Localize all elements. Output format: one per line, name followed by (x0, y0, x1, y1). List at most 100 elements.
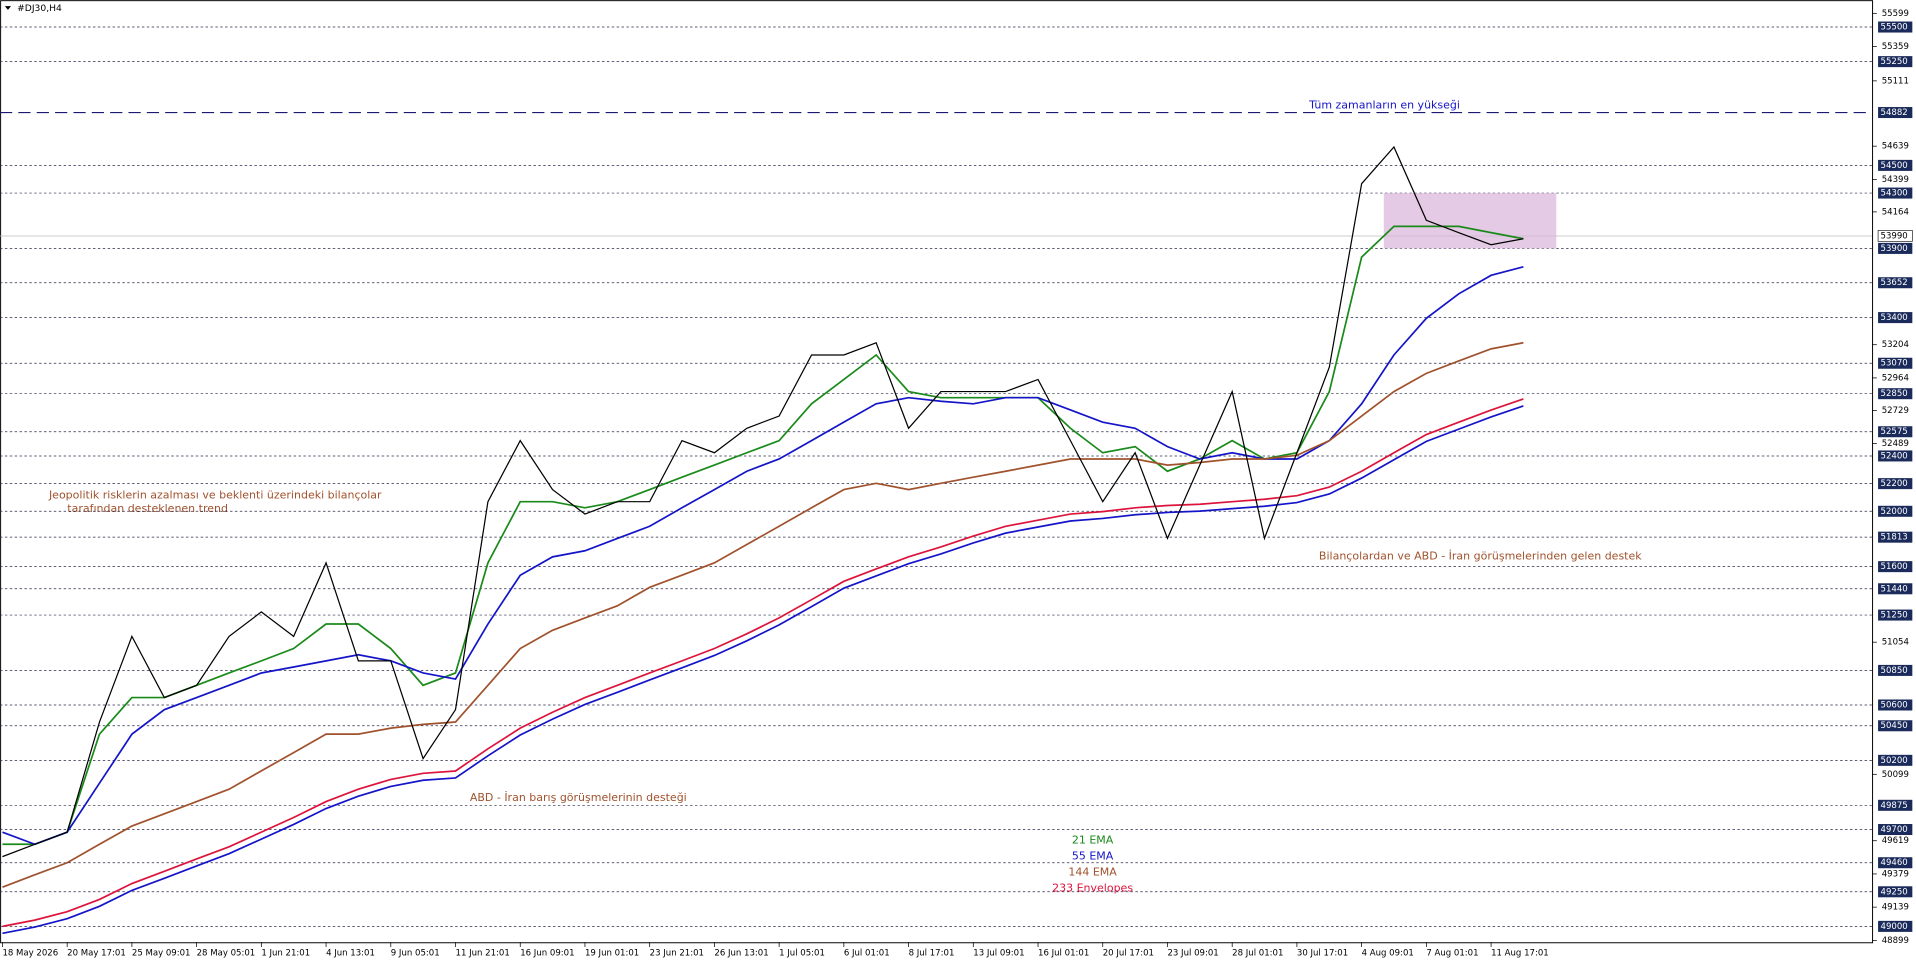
level-label-box (1878, 531, 1913, 543)
x-tick-label: 26 Jun 13:01 (714, 949, 768, 959)
level-label-box (1878, 664, 1913, 676)
level-label: 53990 (1881, 231, 1908, 241)
level-label: 49700 (1881, 825, 1908, 835)
level-label: 51440 (1881, 584, 1908, 594)
x-tick-label: 16 Jul 01:01 (1038, 949, 1089, 959)
y-tick-label: 52729 (1882, 406, 1909, 416)
x-tick-label: 8 Jul 17:01 (909, 949, 955, 959)
level-label-box (1878, 450, 1913, 462)
y-tick-label: 55359 (1882, 42, 1909, 52)
level-label-box (1878, 277, 1913, 289)
level-label-box (1878, 357, 1913, 369)
annotation: Tüm zamanların en yükseği (1308, 98, 1460, 111)
level-label-box (1878, 720, 1913, 732)
level-label: 55250 (1881, 57, 1908, 67)
x-tick-label: 18 May 2026 (2, 949, 58, 959)
level-label: 50200 (1881, 756, 1908, 766)
x-tick-label: 1 Jun 21:01 (261, 949, 310, 959)
menu-arrow[interactable] (4, 6, 12, 10)
level-label-box (1878, 699, 1913, 711)
chart-title: #DJ30,H4 (17, 3, 62, 14)
level-label: 54500 (1881, 161, 1908, 171)
level-label-box (1878, 242, 1913, 254)
indicator-line (2, 405, 1524, 935)
legend-entry: 21 EMA (1072, 834, 1114, 847)
y-tick-label: 52489 (1882, 439, 1909, 449)
level-label: 52200 (1881, 479, 1908, 489)
level-label-box (1878, 857, 1913, 869)
level-label: 50450 (1881, 721, 1908, 731)
level-label: 54882 (1881, 108, 1908, 118)
level-label: 50850 (1881, 666, 1908, 676)
x-tick-label: 11 Aug 17:01 (1491, 949, 1549, 959)
y-tick-label: 54639 (1882, 142, 1909, 152)
y-tick-label: 51054 (1882, 638, 1909, 648)
x-tick-label: 1 Jul 05:01 (779, 949, 825, 959)
level-label-box (1878, 388, 1913, 400)
level-label: 51600 (1881, 562, 1908, 572)
y-tick-label: 49619 (1882, 836, 1909, 846)
level-label-box (1877, 230, 1913, 242)
level-label-box (1878, 505, 1913, 517)
annotation: ABD - İran barış görüşmelerinin desteği (470, 791, 687, 804)
x-tick-label: 20 Jul 17:01 (1103, 949, 1154, 959)
level-label: 52400 (1881, 451, 1908, 461)
level-label-box (1878, 799, 1913, 811)
level-label: 51813 (1881, 533, 1908, 543)
level-label-box (1878, 159, 1913, 171)
x-tick-label: 23 Jun 21:01 (650, 949, 704, 959)
x-tick-label: 30 Jul 17:01 (1297, 949, 1348, 959)
y-tick-label: 54399 (1882, 175, 1909, 185)
level-label: 49000 (1881, 922, 1908, 932)
y-tick-label: 54164 (1882, 207, 1909, 217)
x-tick-label: 9 Jun 05:01 (391, 949, 440, 959)
annotation: Jeopolitik risklerin azalması ve beklent… (48, 489, 382, 502)
x-tick-label: 16 Jun 09:01 (520, 949, 574, 959)
indicator-line (2, 398, 1524, 928)
x-tick-label: 28 Jul 01:01 (1232, 949, 1283, 959)
annotation: Bilançolardan ve ABD - İran görüşmelerin… (1319, 550, 1642, 563)
x-tick-label: 13 Jul 09:01 (973, 949, 1024, 959)
y-tick-label: 50099 (1882, 770, 1909, 780)
level-label: 53652 (1881, 278, 1908, 288)
annotation: tarafından desteklenen trend (67, 502, 228, 515)
x-tick-label: 4 Aug 09:01 (1362, 949, 1414, 959)
indicator-line (2, 341, 1524, 889)
level-label: 54300 (1881, 189, 1908, 199)
level-label: 53900 (1881, 244, 1908, 254)
consolidation-zone (1383, 193, 1557, 249)
level-label-box (1878, 886, 1913, 898)
y-tick-label: 55599 (1882, 9, 1909, 19)
y-tick-label: 49379 (1882, 869, 1909, 879)
y-tick-label: 48899 (1882, 936, 1909, 946)
level-label-box (1878, 107, 1913, 119)
level-label-box (1878, 478, 1913, 490)
level-label: 51250 (1881, 611, 1908, 621)
level-label-box (1878, 583, 1913, 595)
x-tick-label: 25 May 09:01 (132, 949, 191, 959)
x-tick-label: 4 Jun 13:01 (326, 949, 375, 959)
y-tick-label: 55111 (1882, 76, 1909, 86)
legend-entry: 233 Envelopes (1052, 881, 1133, 894)
level-label-box (1878, 426, 1913, 438)
level-label: 55500 (1881, 23, 1908, 33)
level-label-box (1878, 56, 1913, 68)
level-label: 49875 (1881, 801, 1908, 811)
y-tick-label: 52964 (1882, 373, 1909, 383)
level-label: 49460 (1881, 858, 1908, 868)
level-label: 52850 (1881, 389, 1908, 399)
level-label: 50600 (1881, 700, 1908, 710)
level-label: 52575 (1881, 427, 1908, 437)
legend-entry: 55 EMA (1072, 850, 1114, 863)
level-label-box (1878, 920, 1913, 932)
level-label-box (1878, 21, 1913, 33)
x-tick-label: 28 May 05:01 (197, 949, 256, 959)
legend-entry: 144 EMA (1068, 865, 1117, 878)
price-line (2, 145, 1524, 858)
level-label-box (1878, 824, 1913, 836)
level-label-box (1878, 609, 1913, 621)
y-tick-label: 53204 (1882, 340, 1909, 350)
x-tick-label: 23 Jul 09:01 (1167, 949, 1218, 959)
plot-frame (0, 0, 1874, 944)
